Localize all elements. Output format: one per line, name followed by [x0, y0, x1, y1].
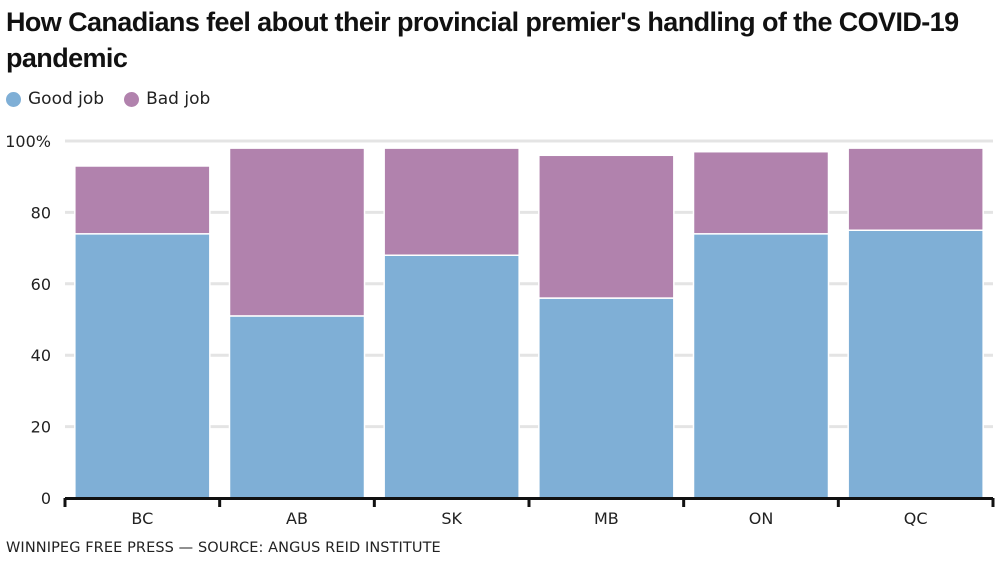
bar-bad-job-on	[692, 150, 830, 235]
legend-swatch-bad-job	[124, 91, 140, 107]
source-credit: WINNIPEG FREE PRESS — SOURCE: ANGUS REID…	[6, 540, 441, 556]
bar-good-job-ab	[228, 315, 366, 499]
bar-bad-job-mb	[538, 154, 675, 299]
y-axis: 0 20 40 60 80 100%	[5, 132, 51, 508]
bar-good-job-sk	[383, 254, 520, 499]
legend-label-good-job: Good job	[28, 89, 105, 109]
gridlines	[65, 139, 993, 429]
y-tick-label: 0	[41, 489, 51, 508]
legend-swatch-good-job	[6, 91, 21, 107]
bar-bad-job-sk	[383, 147, 520, 256]
bar-good-job-on	[692, 233, 830, 499]
y-tick-label: 60	[31, 275, 51, 294]
bar-good-job-qc	[847, 229, 984, 499]
bar-good-job-bc	[74, 233, 211, 499]
x-axis: BC AB SK MB ON QC	[63, 497, 995, 528]
x-tick-label: QC	[904, 509, 928, 528]
x-tick-label: SK	[441, 509, 462, 528]
stacked-bar-chart: 0 20 40 60 80 100% BC AB SK MB ON QC	[5, 132, 995, 528]
x-tick-label: MB	[594, 509, 619, 528]
bar-bad-job-bc	[74, 165, 211, 235]
x-tick-label: AB	[286, 509, 308, 528]
legend-label-bad-job: Bad job	[146, 89, 211, 109]
chart-title: How Canadians feel about their provincia…	[6, 7, 959, 73]
y-tick-label: 80	[31, 203, 51, 222]
y-tick-label: 40	[31, 346, 51, 365]
y-tick-label: 100%	[5, 132, 51, 151]
bars	[74, 147, 984, 499]
x-tick-label: ON	[749, 509, 774, 528]
bar-bad-job-ab	[228, 147, 366, 317]
legend-item-good-job: Good job	[6, 89, 104, 109]
legend: Good job Bad job	[6, 89, 230, 109]
bar-bad-job-qc	[847, 147, 984, 231]
bar-good-job-mb	[538, 297, 675, 499]
legend-item-bad-job: Bad job	[124, 89, 210, 109]
y-tick-label: 20	[31, 418, 51, 437]
x-tick-label: BC	[131, 509, 153, 528]
